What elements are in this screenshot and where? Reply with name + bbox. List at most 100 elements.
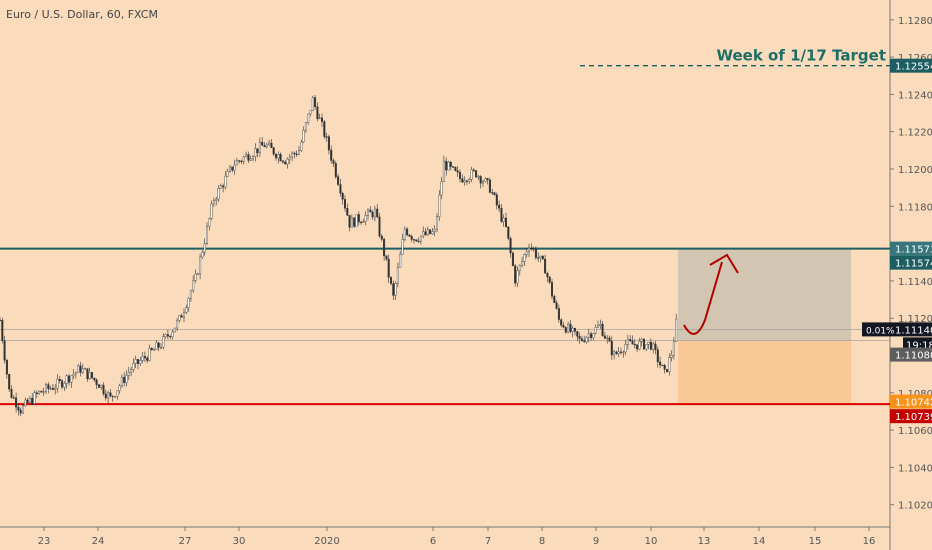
candle-body [574, 328, 577, 332]
candle-body [40, 390, 43, 393]
candle-body [261, 141, 264, 146]
candle-body [532, 247, 535, 250]
candle-body [585, 337, 588, 342]
candle-body [15, 397, 18, 408]
candle-body [176, 320, 179, 329]
candle-body [417, 240, 420, 242]
projection-arrow [683, 261, 723, 335]
candle-body [479, 176, 482, 184]
candle-body [196, 273, 199, 275]
candle-body [408, 234, 411, 237]
candle-body [350, 217, 353, 228]
candle-body [281, 160, 284, 163]
candle-body [205, 226, 208, 244]
candle-body [670, 355, 673, 358]
y-tick-label: 1.10400 [898, 463, 932, 474]
candle-body [470, 169, 473, 180]
candle-body [576, 331, 579, 337]
candle-body [318, 117, 321, 120]
candle-body [442, 160, 445, 183]
candle-body [617, 351, 620, 354]
y-tick-label: 1.10600 [898, 426, 932, 437]
candle-body [171, 331, 174, 338]
candle-body [638, 341, 641, 350]
candle-body [659, 361, 662, 366]
candle-body [643, 338, 646, 350]
candle-body [486, 178, 489, 181]
candle-body [178, 315, 181, 321]
stop-price-label: 1.10742 [895, 398, 932, 409]
candle-body [666, 369, 669, 372]
candle-body [626, 339, 629, 345]
candle-body [201, 251, 204, 258]
candle-body [192, 280, 195, 292]
candle-body [461, 178, 464, 183]
candle-body [672, 341, 675, 356]
candle-body [509, 238, 512, 254]
y-tick-label: 1.12400 [898, 90, 932, 101]
candle-body [72, 373, 75, 377]
x-tick-label: 27 [179, 536, 192, 547]
arrowhead-icon [709, 253, 739, 274]
candle-body [86, 368, 89, 380]
candle-body [136, 359, 139, 364]
candle-body [560, 319, 563, 326]
support-price-label-bg [890, 409, 932, 424]
candle-body [346, 208, 349, 216]
candle-body [426, 229, 429, 236]
candle-body [371, 211, 374, 218]
candle-body [530, 247, 533, 250]
candle-body [415, 239, 418, 242]
candle-body [353, 217, 356, 227]
candle-body [401, 239, 404, 255]
candle-body [88, 372, 91, 380]
candle-body [286, 158, 289, 165]
x-tick-label: 7 [485, 536, 491, 547]
candle-body [323, 121, 326, 137]
candle-body [507, 226, 510, 239]
candle-body [376, 208, 379, 218]
candle-body [109, 392, 112, 397]
candle-body [327, 136, 330, 151]
candle-body [514, 265, 517, 284]
candle-body [93, 377, 96, 381]
candle-body [3, 340, 6, 361]
candle-body [123, 377, 126, 383]
candle-body [569, 323, 572, 332]
y-tick-label: 1.12600 [898, 53, 932, 64]
candle-body [132, 363, 135, 370]
target-price-label-bg [890, 58, 932, 73]
candle-body [45, 384, 48, 392]
candle-body [134, 359, 137, 364]
candle-body [238, 160, 241, 162]
candle-body [606, 337, 609, 339]
current-price-label-bg [890, 322, 932, 337]
candle-body [146, 357, 149, 361]
candle-body [81, 368, 84, 373]
candle-body [553, 296, 556, 303]
candle-body [228, 166, 231, 172]
resistance-alt-price-label-bg [890, 255, 932, 270]
candle-body [583, 340, 586, 342]
candle-body [668, 357, 671, 372]
candle-body [475, 170, 478, 178]
candle-body [120, 377, 123, 387]
candle-body [182, 312, 185, 318]
candle-body [675, 318, 678, 342]
candle-body [304, 122, 307, 131]
candle-body [521, 261, 524, 266]
candle-body [429, 229, 432, 235]
candle-body [51, 387, 54, 390]
candle-body [385, 255, 388, 260]
candle-body [10, 388, 13, 398]
candle-body [54, 387, 57, 390]
candle-body [364, 215, 367, 222]
candle-body [19, 409, 22, 414]
resistance-price-label-bg [890, 241, 932, 256]
candle-body [539, 255, 542, 258]
candle-body [293, 152, 296, 155]
candle-body [180, 315, 183, 318]
